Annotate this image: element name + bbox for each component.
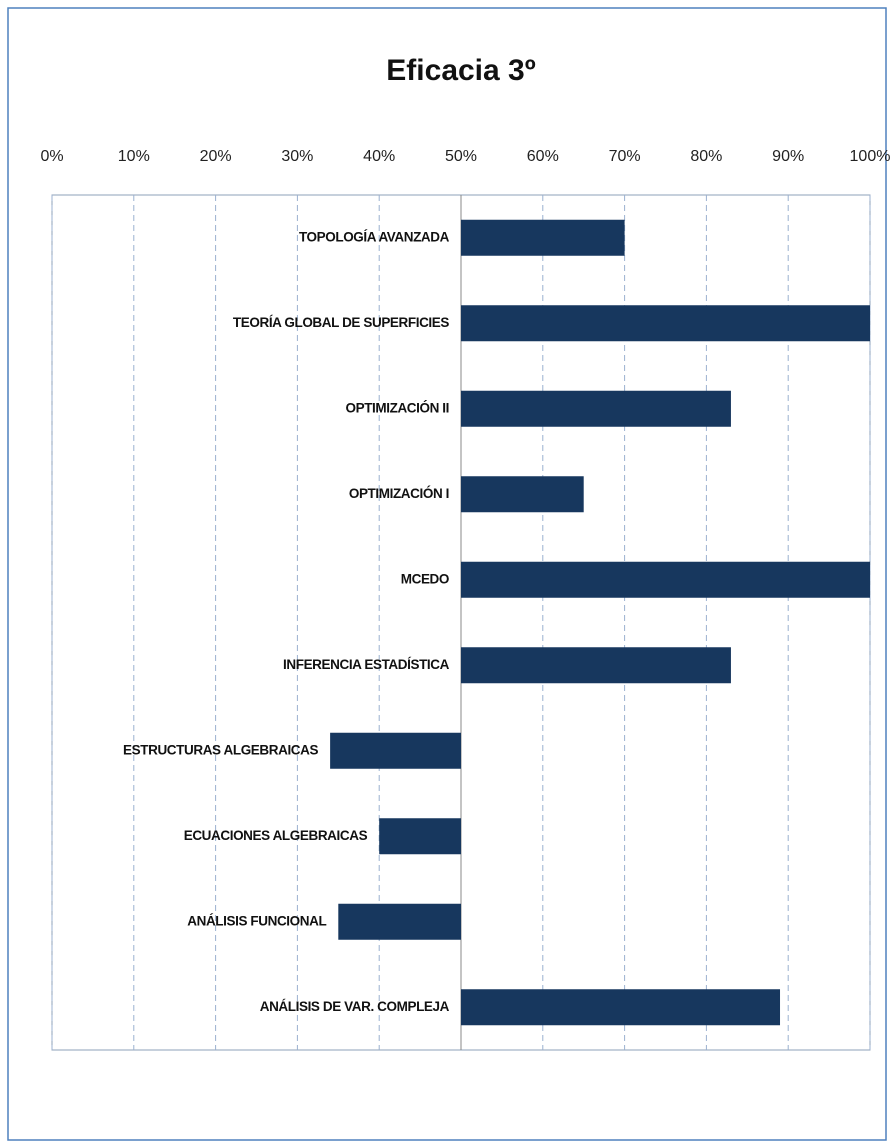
category-label: ANÁLISIS FUNCIONAL [187,913,326,928]
x-tick-label: 0% [40,148,63,165]
x-tick-label: 70% [609,148,641,165]
category-label: ECUACIONES ALGEBRAICAS [184,828,368,843]
category-label: TOPOLOGÍA AVANZADA [299,229,450,244]
category-label: OPTIMIZACIÓN I [349,486,449,501]
category-label: MCEDO [401,571,449,586]
category-label: TEORÍA GLOBAL DE SUPERFICIES [233,315,449,330]
bar [379,818,461,855]
x-tick-label: 40% [363,148,395,165]
bar [461,305,870,342]
x-tick-label: 10% [118,148,150,165]
category-label: OPTIMIZACIÓN II [346,400,450,415]
category-label: ANÁLISIS DE VAR. COMPLEJA [260,999,450,1014]
category-label: ESTRUCTURAS ALGEBRAICAS [123,742,318,757]
x-tick-label: 100% [850,148,891,165]
x-tick-label: 90% [772,148,804,165]
x-tick-label: 60% [527,148,559,165]
chart-title: Eficacia 3º [386,54,535,87]
category-label: INFERENCIA ESTADÍSTICA [283,657,450,672]
bar [461,989,781,1026]
x-tick-label: 20% [200,148,232,165]
bar [461,561,870,598]
bar [461,476,584,513]
bar [461,219,625,256]
bar [338,903,461,940]
x-tick-label: 50% [445,148,477,165]
x-tick-label: 30% [281,148,313,165]
bar [461,647,731,684]
bar [461,390,731,427]
x-tick-label: 80% [690,148,722,165]
bar [330,732,461,769]
